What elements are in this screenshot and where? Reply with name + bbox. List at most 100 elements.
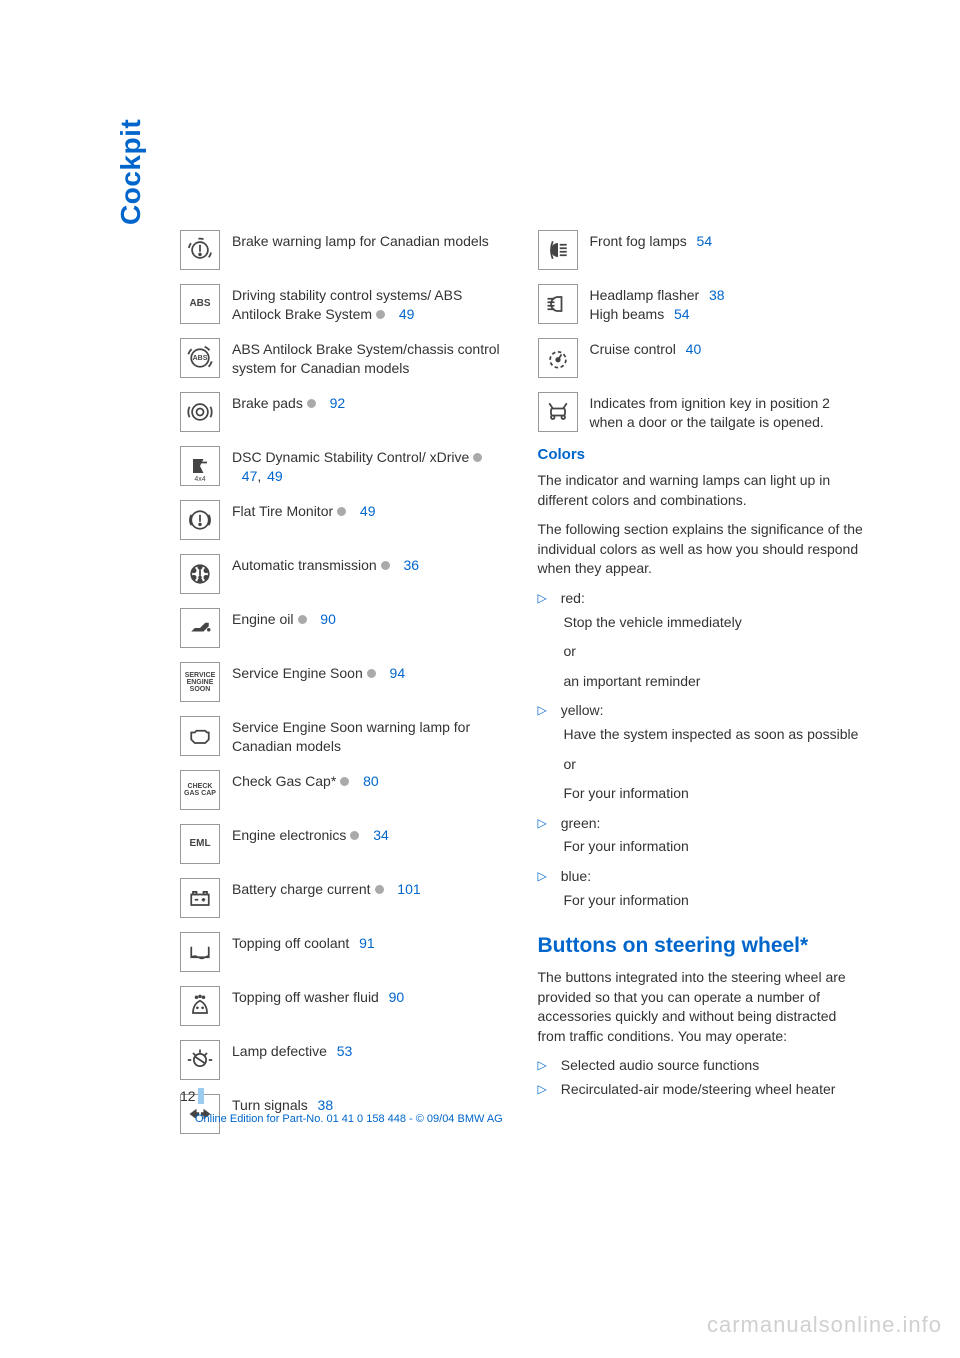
steering-bullet: ▷ Recirculated-air mode/steering wheel he… xyxy=(538,1080,866,1100)
page-ref-link[interactable]: 90 xyxy=(320,611,336,627)
color-label: green: xyxy=(561,814,865,834)
indicator-row: Battery charge current 101 xyxy=(180,878,508,918)
dot-icon xyxy=(375,885,384,894)
indicator-text: Turn signals 38 xyxy=(232,1094,508,1115)
indicator-row: Topping off coolant 91 xyxy=(180,932,508,972)
eml-icon: EML xyxy=(180,824,220,864)
indicator-text: ABS Antilock Brake System/chassis contro… xyxy=(232,338,508,378)
buttons-heading: Buttons on steering wheel* xyxy=(538,934,866,958)
indicator-text: Lamp defective 53 xyxy=(232,1040,508,1061)
indicator-text: Engine oil 90 xyxy=(232,608,508,629)
color-bullet: ▷green: xyxy=(538,814,866,834)
indicator-text: Driving stability control systems/ ABS A… xyxy=(232,284,508,324)
page-ref-link[interactable]: 54 xyxy=(697,233,713,249)
gas-cap-icon: CHECKGAS CAP xyxy=(180,770,220,810)
colors-intro-2: The following section explains the signi… xyxy=(538,520,866,579)
engine-oil-icon xyxy=(180,608,220,648)
page-ref-link[interactable]: 91 xyxy=(359,935,375,951)
indicator-row: Indicates from ignition key in position … xyxy=(538,392,866,432)
indicator-row: Automatic transmission 36 xyxy=(180,554,508,594)
colors-heading: Colors xyxy=(538,446,866,463)
auto-trans-icon xyxy=(180,554,220,594)
indicator-text: Service Engine Soon warning lamp for Can… xyxy=(232,716,508,756)
page-ref-link[interactable]: 94 xyxy=(390,665,406,681)
page-ref-link[interactable]: 36 xyxy=(404,557,420,573)
color-description: or xyxy=(564,642,866,662)
brake-pads-icon xyxy=(180,392,220,432)
indicator-row: Engine oil 90 xyxy=(180,608,508,648)
colors-intro-1: The indicator and warning lamps can ligh… xyxy=(538,471,866,510)
door-open-icon xyxy=(538,392,578,432)
page-ref-link[interactable]: 49 xyxy=(360,503,376,519)
page-ref-link[interactable]: 53 xyxy=(337,1043,353,1059)
indicator-row: Service Engine Soon warning lamp for Can… xyxy=(180,716,508,756)
color-bullet: ▷red: xyxy=(538,589,866,609)
page-ref-link[interactable]: 92 xyxy=(330,395,346,411)
coolant-icon xyxy=(180,932,220,972)
page-ref-link[interactable]: 34 xyxy=(373,827,389,843)
indicator-row: SERVICEENGINESOONService Engine Soon 94 xyxy=(180,662,508,702)
steering-bullet: ▷ Selected audio source functions xyxy=(538,1056,866,1076)
indicator-text: DSC Dynamic Stability Control/ xDrive 47… xyxy=(232,446,508,486)
color-label: yellow: xyxy=(561,701,865,721)
indicator-text: Topping off washer fluid 90 xyxy=(232,986,508,1007)
indicator-text: Check Gas Cap* 80 xyxy=(232,770,508,791)
dot-icon xyxy=(381,561,390,570)
page-ref-link[interactable]: 49 xyxy=(399,306,415,322)
dsc-icon: 4x4 xyxy=(180,446,220,486)
dot-icon xyxy=(298,615,307,624)
lamp-defect-icon xyxy=(180,1040,220,1080)
battery-icon xyxy=(180,878,220,918)
page-number-bar xyxy=(198,1088,204,1104)
indicator-row: Headlamp flasher 38High beams 54 xyxy=(538,284,866,324)
abs-ca-icon: ABS xyxy=(180,338,220,378)
dot-icon xyxy=(337,507,346,516)
indicator-row: Topping off washer fluid 90 xyxy=(180,986,508,1026)
indicator-text: Cruise control 40 xyxy=(590,338,866,359)
color-description: Have the system inspected as soon as pos… xyxy=(564,725,866,745)
brake-warn-icon xyxy=(180,230,220,270)
headlamp-icon xyxy=(538,284,578,324)
indicator-row: Cruise control 40 xyxy=(538,338,866,378)
triangle-icon: ▷ xyxy=(538,1080,547,1100)
indicator-text: Topping off coolant 91 xyxy=(232,932,508,953)
indicator-row: Flat Tire Monitor 49 xyxy=(180,500,508,540)
color-label: blue: xyxy=(561,867,865,887)
indicator-row: Brake warning lamp for Canadian models xyxy=(180,230,508,270)
bullet-text: Recirculated-air mode/steering wheel hea… xyxy=(561,1080,865,1100)
dot-icon xyxy=(376,310,385,319)
abs-icon: ABS xyxy=(180,284,220,324)
color-label: red: xyxy=(561,589,865,609)
indicator-text: Brake pads 92 xyxy=(232,392,508,413)
indicator-text: Engine electronics 34 xyxy=(232,824,508,845)
indicator-text: Flat Tire Monitor 49 xyxy=(232,500,508,521)
dot-icon xyxy=(340,777,349,786)
section-tab-label: Cockpit xyxy=(115,119,147,225)
page-ref-link[interactable]: 90 xyxy=(389,989,405,1005)
triangle-icon: ▷ xyxy=(538,1056,547,1076)
buttons-intro: The buttons integrated into the steering… xyxy=(538,968,866,1046)
color-description: Stop the vehicle immediately xyxy=(564,613,866,633)
page-ref-link[interactable]: 54 xyxy=(674,306,690,322)
color-bullet: ▷ yellow: xyxy=(538,701,866,721)
color-description: or xyxy=(564,755,866,775)
page-ref-link[interactable]: 101 xyxy=(397,881,420,897)
cruise-icon xyxy=(538,338,578,378)
page-ref-link[interactable]: 47 xyxy=(242,468,258,484)
service-engine-icon: SERVICEENGINESOON xyxy=(180,662,220,702)
triangle-icon: ▷ xyxy=(538,701,547,721)
page-ref-link[interactable]: 38 xyxy=(318,1097,334,1113)
dot-icon xyxy=(473,453,482,462)
dot-icon xyxy=(350,831,359,840)
indicator-row: EML Engine electronics 34 xyxy=(180,824,508,864)
bullet-text: Selected audio source functions xyxy=(561,1056,865,1076)
page-ref-link[interactable]: 40 xyxy=(686,341,702,357)
color-description: For your information xyxy=(564,891,866,911)
indicator-text: Battery charge current 101 xyxy=(232,878,508,899)
page-ref-link[interactable]: 80 xyxy=(363,773,379,789)
page-ref-link[interactable]: 38 xyxy=(709,287,725,303)
page-ref-link[interactable]: 49 xyxy=(267,468,283,484)
indicator-text: Front fog lamps 54 xyxy=(590,230,866,251)
indicator-row: Brake pads 92 xyxy=(180,392,508,432)
left-column: Brake warning lamp for Canadian models AB… xyxy=(130,230,508,1148)
